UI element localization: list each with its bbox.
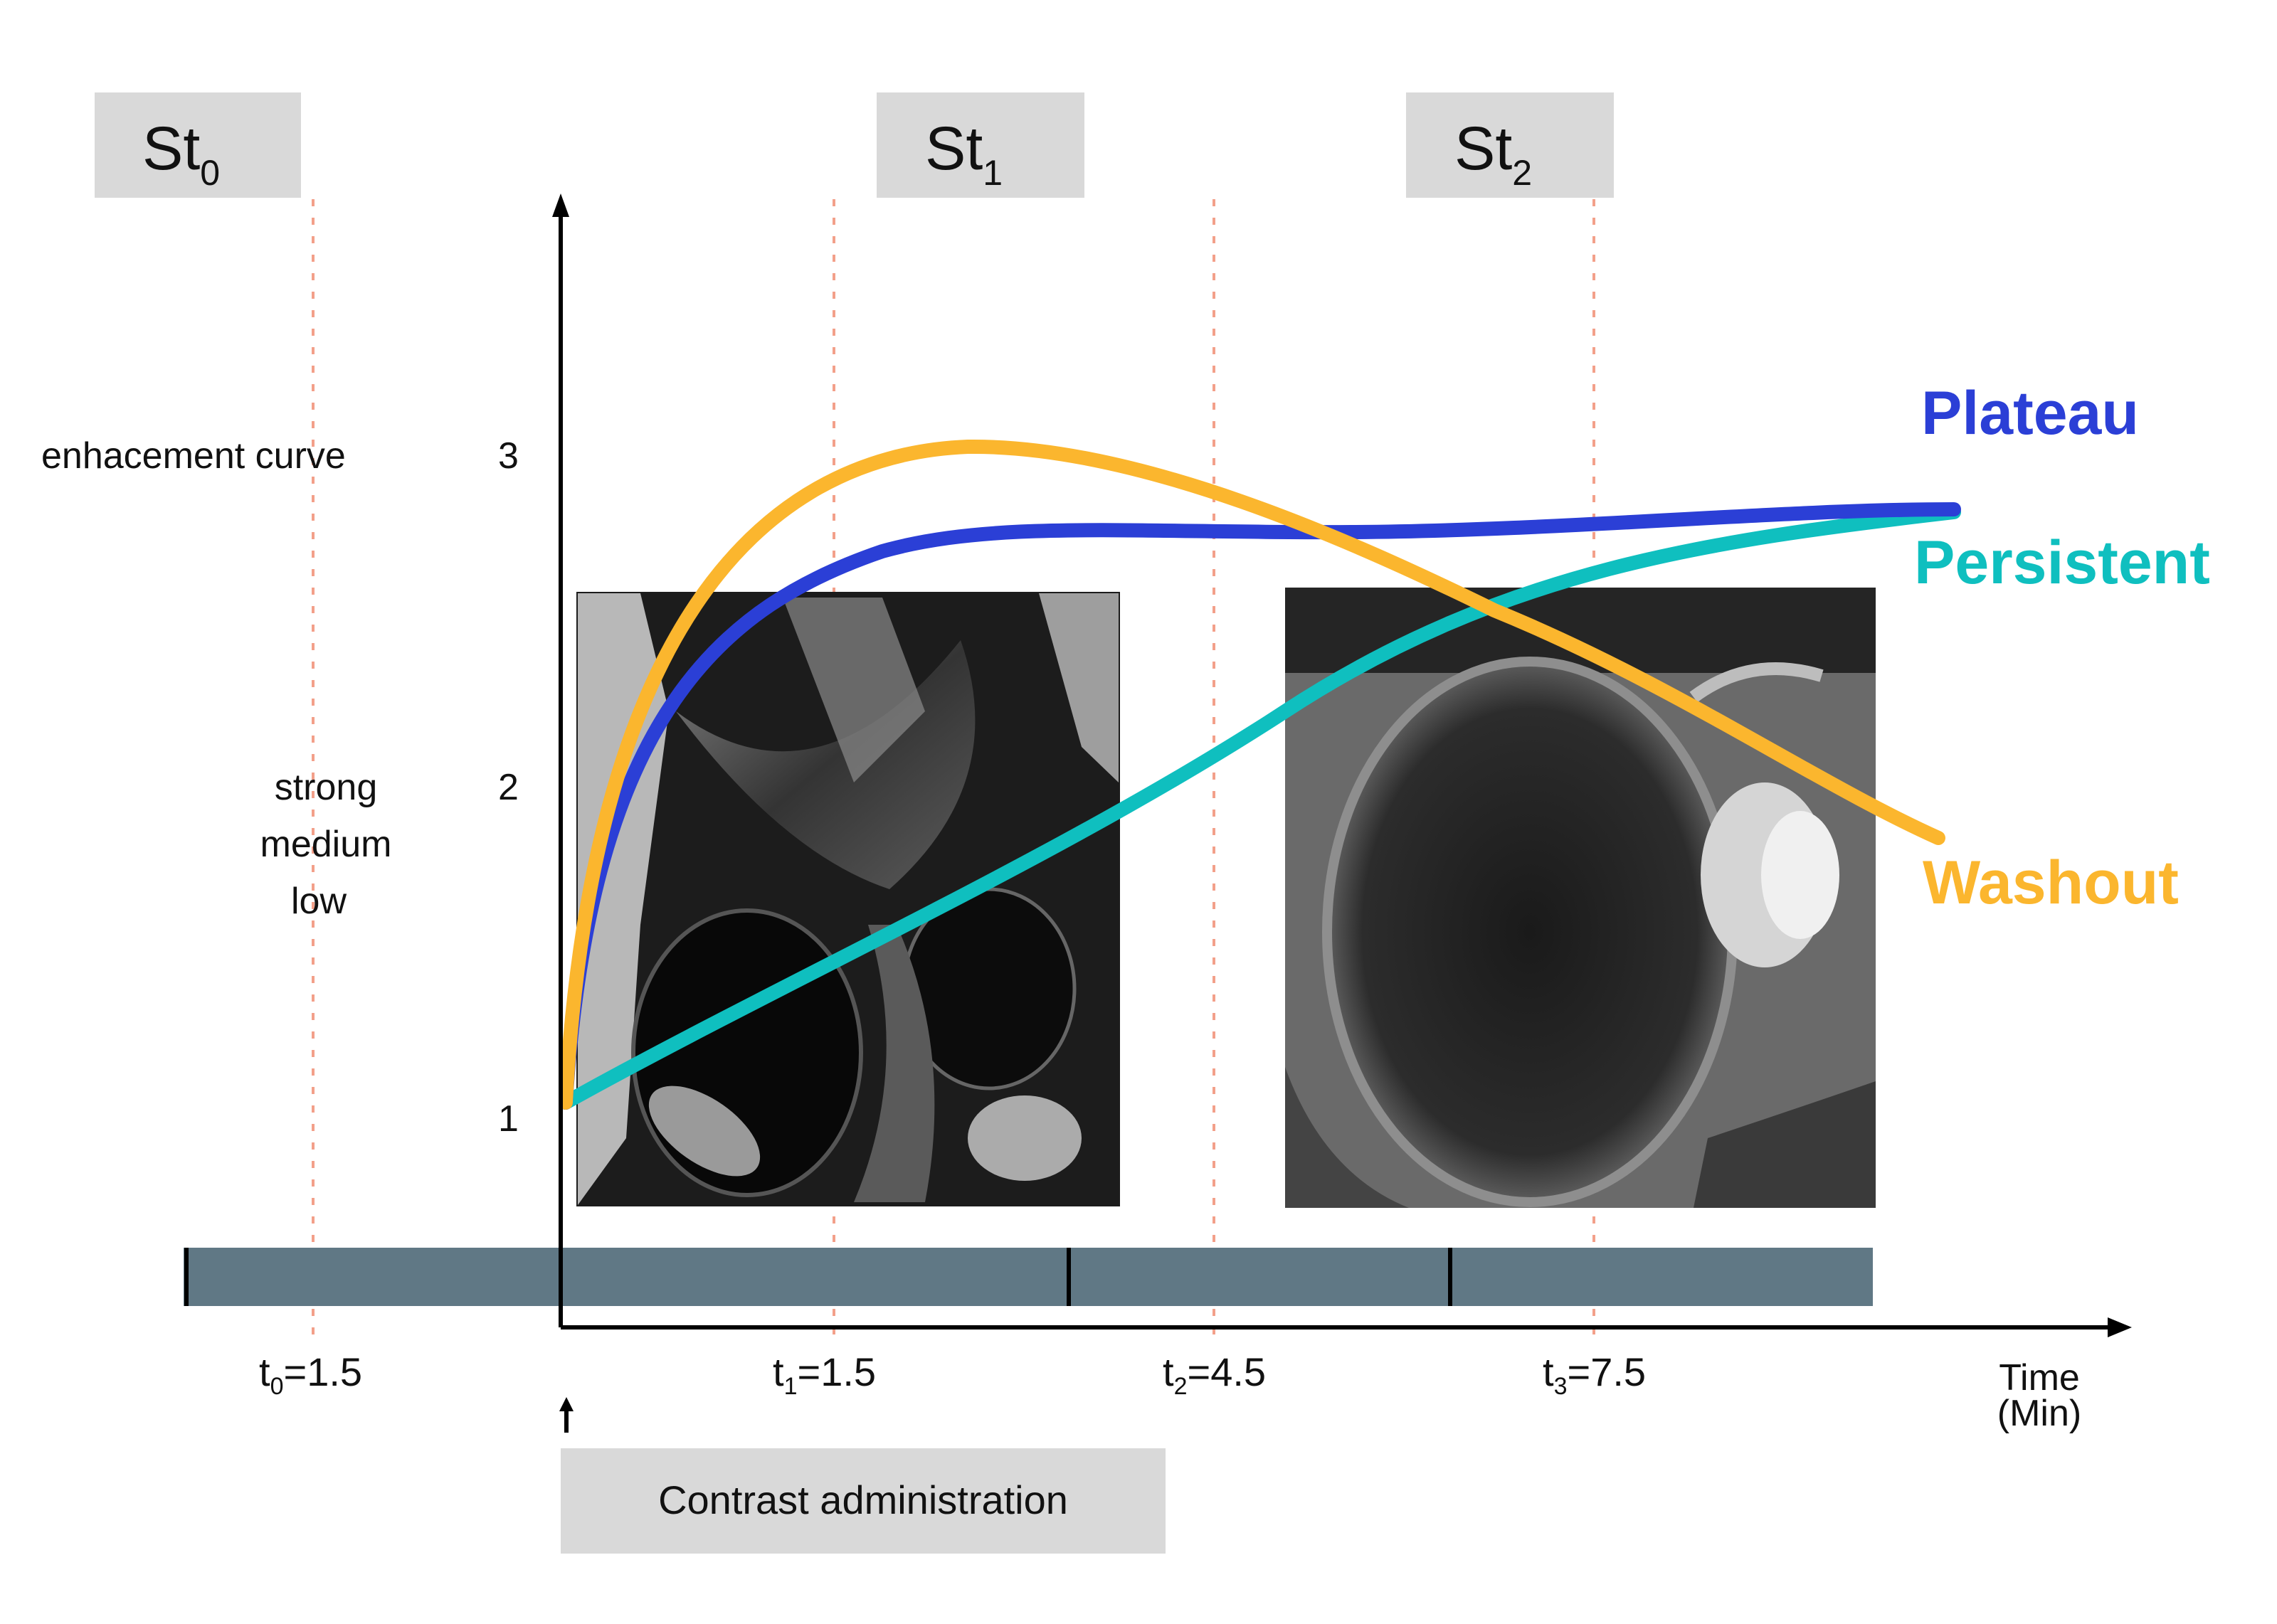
contrast-administration-label: Contrast administration <box>658 1477 1068 1522</box>
stage-label-st2: St2 <box>1406 92 1614 198</box>
stage-label-st1: St1 <box>877 92 1084 198</box>
y-axis-arrowhead <box>552 193 569 217</box>
contrast-administration-box: Contrast administration <box>561 1448 1166 1554</box>
stage-label-st0: St0 <box>95 92 301 198</box>
svg-text:St2: St2 <box>1454 115 1532 193</box>
y-tick-2: 2 <box>498 767 519 808</box>
y-tick-1: 1 <box>498 1098 519 1140</box>
contrast-arrow <box>559 1397 574 1433</box>
axes <box>552 193 2132 1337</box>
svg-text:St0: St0 <box>142 115 220 193</box>
label-plateau: Plateau <box>1921 379 2139 447</box>
x-axis-arrowhead <box>2108 1317 2132 1337</box>
plateau-curve <box>559 502 1961 1110</box>
time-label-t2: t2=4.5 <box>1163 1349 1266 1400</box>
label-washout: Washout <box>1923 849 2179 917</box>
x-axis-unit-time: Time <box>1999 1357 2080 1399</box>
label-persistent: Persistent <box>1914 529 2210 597</box>
y-tick-3: 3 <box>498 435 519 477</box>
timeline-bar <box>184 1248 1873 1306</box>
mri-image-enhanced-mass <box>1285 588 1876 1208</box>
time-label-t0: t0=1.5 <box>259 1349 362 1400</box>
enhancement-curves <box>559 439 1961 1110</box>
y-axis-label: enhacement curve <box>41 435 346 477</box>
mri-image-sagittal-pelvis <box>576 592 1120 1206</box>
level-strong: strong <box>275 767 378 808</box>
level-medium: medium <box>260 824 392 865</box>
time-label-t1: t1=1.5 <box>773 1349 876 1400</box>
washout-curve <box>559 439 1945 1110</box>
time-label-t3: t3=7.5 <box>1543 1349 1646 1400</box>
x-axis-unit-min: (Min) <box>1997 1393 2081 1434</box>
persistent-curve <box>559 505 1961 1110</box>
time-guide-lines <box>312 199 1595 1344</box>
level-low: low <box>291 881 347 922</box>
svg-text:St1: St1 <box>925 115 1003 193</box>
